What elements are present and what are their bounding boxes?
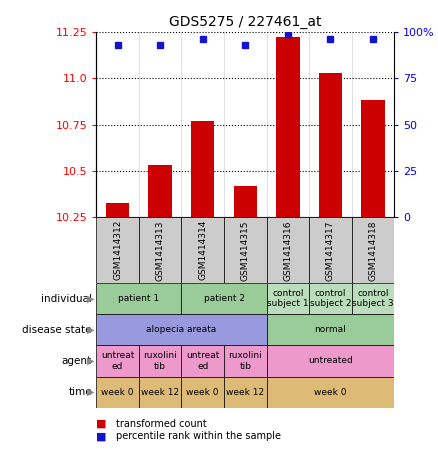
Bar (139, 217, 181, 283)
Text: ■: ■ (96, 431, 107, 441)
Text: untreat
ed: untreat ed (186, 351, 219, 371)
Text: untreat
ed: untreat ed (101, 351, 134, 371)
Text: GSM1414318: GSM1414318 (368, 220, 378, 280)
Bar (361, 101, 385, 217)
Bar (224, 345, 267, 376)
Text: ruxolini
tib: ruxolini tib (143, 351, 177, 371)
Bar (96, 217, 139, 283)
Text: control
subject 3: control subject 3 (352, 289, 394, 308)
Text: untreated: untreated (308, 357, 353, 366)
Bar (309, 217, 352, 283)
Bar (106, 202, 129, 217)
Text: alopecia areata: alopecia areata (146, 325, 216, 334)
Bar (139, 345, 181, 376)
Text: individual: individual (41, 294, 92, 304)
Bar (181, 217, 224, 283)
Bar (181, 376, 224, 408)
Bar (276, 37, 300, 217)
Bar (224, 376, 267, 408)
Bar (139, 376, 181, 408)
Text: GSM1414313: GSM1414313 (155, 220, 165, 280)
Bar (96, 345, 139, 376)
Bar (233, 186, 257, 217)
Bar (352, 217, 394, 283)
Bar (319, 72, 342, 217)
Text: control
subject 2: control subject 2 (310, 289, 351, 308)
Text: GSM1414314: GSM1414314 (198, 220, 207, 280)
Text: normal: normal (314, 325, 346, 334)
Text: transformed count: transformed count (116, 419, 207, 429)
Text: week 0: week 0 (314, 388, 346, 397)
Text: week 12: week 12 (226, 388, 265, 397)
Bar (181, 283, 267, 314)
Text: week 12: week 12 (141, 388, 179, 397)
Text: disease state: disease state (22, 325, 92, 335)
Bar (96, 376, 139, 408)
Text: patient 2: patient 2 (204, 294, 244, 303)
Text: GSM1414317: GSM1414317 (326, 220, 335, 280)
Bar (181, 345, 224, 376)
Text: patient 1: patient 1 (118, 294, 159, 303)
Bar (267, 283, 309, 314)
Text: ruxolini
tib: ruxolini tib (228, 351, 262, 371)
Text: ▶: ▶ (87, 325, 94, 335)
Bar (267, 376, 394, 408)
Text: GSM1414316: GSM1414316 (283, 220, 292, 280)
Title: GDS5275 / 227461_at: GDS5275 / 227461_at (169, 15, 321, 29)
Text: percentile rank within the sample: percentile rank within the sample (116, 431, 281, 441)
Text: ▶: ▶ (87, 387, 94, 397)
Text: GSM1414315: GSM1414315 (241, 220, 250, 280)
Bar (352, 283, 394, 314)
Bar (191, 121, 215, 217)
Bar (224, 217, 267, 283)
Bar (267, 314, 394, 345)
Text: week 0: week 0 (101, 388, 134, 397)
Text: ▶: ▶ (87, 356, 94, 366)
Bar (267, 345, 394, 376)
Text: agent: agent (62, 356, 92, 366)
Bar (148, 165, 172, 217)
Text: week 0: week 0 (187, 388, 219, 397)
Bar (309, 283, 352, 314)
Bar (267, 217, 309, 283)
Bar (96, 314, 267, 345)
Text: ■: ■ (96, 419, 107, 429)
Text: GSM1414312: GSM1414312 (113, 220, 122, 280)
Text: time: time (68, 387, 92, 397)
Text: control
subject 1: control subject 1 (267, 289, 309, 308)
Bar (96, 283, 181, 314)
Text: ▶: ▶ (87, 294, 94, 304)
